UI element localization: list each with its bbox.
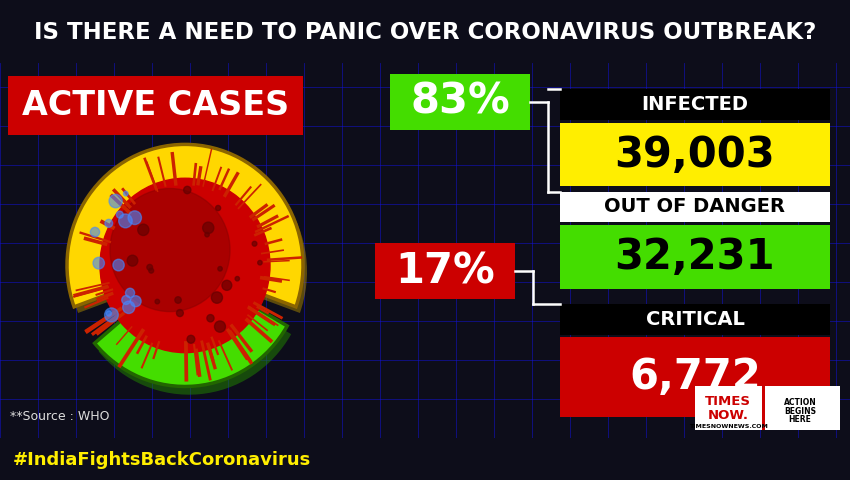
Text: TIMES: TIMES bbox=[705, 396, 751, 408]
Polygon shape bbox=[103, 225, 143, 306]
Text: #IndiaFightsBackCoronavirus: #IndiaFightsBackCoronavirus bbox=[13, 451, 311, 469]
Circle shape bbox=[122, 296, 131, 304]
FancyBboxPatch shape bbox=[560, 89, 830, 120]
FancyBboxPatch shape bbox=[560, 304, 830, 335]
Circle shape bbox=[113, 259, 124, 271]
FancyBboxPatch shape bbox=[375, 243, 515, 300]
FancyBboxPatch shape bbox=[560, 192, 830, 222]
Circle shape bbox=[116, 211, 123, 218]
FancyBboxPatch shape bbox=[560, 337, 830, 417]
Circle shape bbox=[177, 310, 184, 317]
Text: OUT OF DANGER: OUT OF DANGER bbox=[604, 197, 785, 216]
Circle shape bbox=[205, 232, 209, 237]
Text: IS THERE A NEED TO PANIC OVER CORONAVIRUS OUTBREAK?: IS THERE A NEED TO PANIC OVER CORONAVIRU… bbox=[34, 22, 816, 45]
Circle shape bbox=[207, 314, 214, 322]
Circle shape bbox=[110, 189, 230, 312]
Text: INFECTED: INFECTED bbox=[642, 95, 749, 114]
Wedge shape bbox=[94, 301, 287, 386]
Text: HERE: HERE bbox=[789, 415, 812, 424]
Circle shape bbox=[235, 276, 240, 281]
Text: 6,772: 6,772 bbox=[629, 356, 761, 398]
Circle shape bbox=[126, 288, 134, 298]
Text: TIMESNOWNEWS.COM: TIMESNOWNEWS.COM bbox=[688, 424, 768, 429]
Circle shape bbox=[212, 292, 223, 303]
Text: BEGINS: BEGINS bbox=[784, 407, 816, 416]
Circle shape bbox=[128, 255, 138, 266]
FancyBboxPatch shape bbox=[560, 123, 830, 186]
Circle shape bbox=[147, 264, 152, 270]
Circle shape bbox=[119, 214, 133, 228]
Circle shape bbox=[105, 308, 118, 322]
Circle shape bbox=[100, 178, 270, 353]
Circle shape bbox=[93, 257, 105, 269]
Wedge shape bbox=[71, 151, 307, 313]
Circle shape bbox=[214, 321, 225, 332]
Circle shape bbox=[130, 296, 141, 307]
Circle shape bbox=[202, 222, 214, 234]
Circle shape bbox=[149, 268, 154, 273]
Text: 83%: 83% bbox=[410, 81, 510, 123]
Circle shape bbox=[184, 186, 191, 194]
Circle shape bbox=[90, 228, 99, 237]
FancyBboxPatch shape bbox=[560, 226, 830, 289]
Circle shape bbox=[252, 241, 257, 246]
FancyBboxPatch shape bbox=[8, 76, 303, 135]
Circle shape bbox=[218, 266, 222, 271]
Text: ACTIVE CASES: ACTIVE CASES bbox=[22, 89, 290, 122]
Text: **Source : WHO: **Source : WHO bbox=[10, 410, 110, 423]
Text: ACTION: ACTION bbox=[784, 398, 816, 408]
Circle shape bbox=[258, 261, 262, 265]
Circle shape bbox=[105, 219, 113, 228]
Wedge shape bbox=[67, 144, 303, 307]
Circle shape bbox=[122, 301, 135, 313]
Text: CRITICAL: CRITICAL bbox=[645, 310, 745, 329]
Circle shape bbox=[109, 194, 122, 208]
FancyBboxPatch shape bbox=[762, 386, 765, 430]
Text: NOW.: NOW. bbox=[707, 408, 749, 422]
Wedge shape bbox=[99, 310, 292, 395]
Text: 17%: 17% bbox=[395, 250, 495, 292]
Circle shape bbox=[216, 205, 221, 211]
Text: 39,003: 39,003 bbox=[615, 133, 775, 176]
FancyBboxPatch shape bbox=[390, 73, 530, 130]
Circle shape bbox=[123, 191, 128, 196]
Circle shape bbox=[155, 299, 160, 304]
Text: 32,231: 32,231 bbox=[615, 236, 775, 278]
Circle shape bbox=[106, 311, 111, 316]
Circle shape bbox=[187, 336, 195, 343]
Circle shape bbox=[138, 224, 149, 236]
Circle shape bbox=[128, 211, 141, 225]
Circle shape bbox=[175, 297, 181, 303]
Circle shape bbox=[222, 280, 232, 290]
FancyBboxPatch shape bbox=[695, 386, 840, 430]
